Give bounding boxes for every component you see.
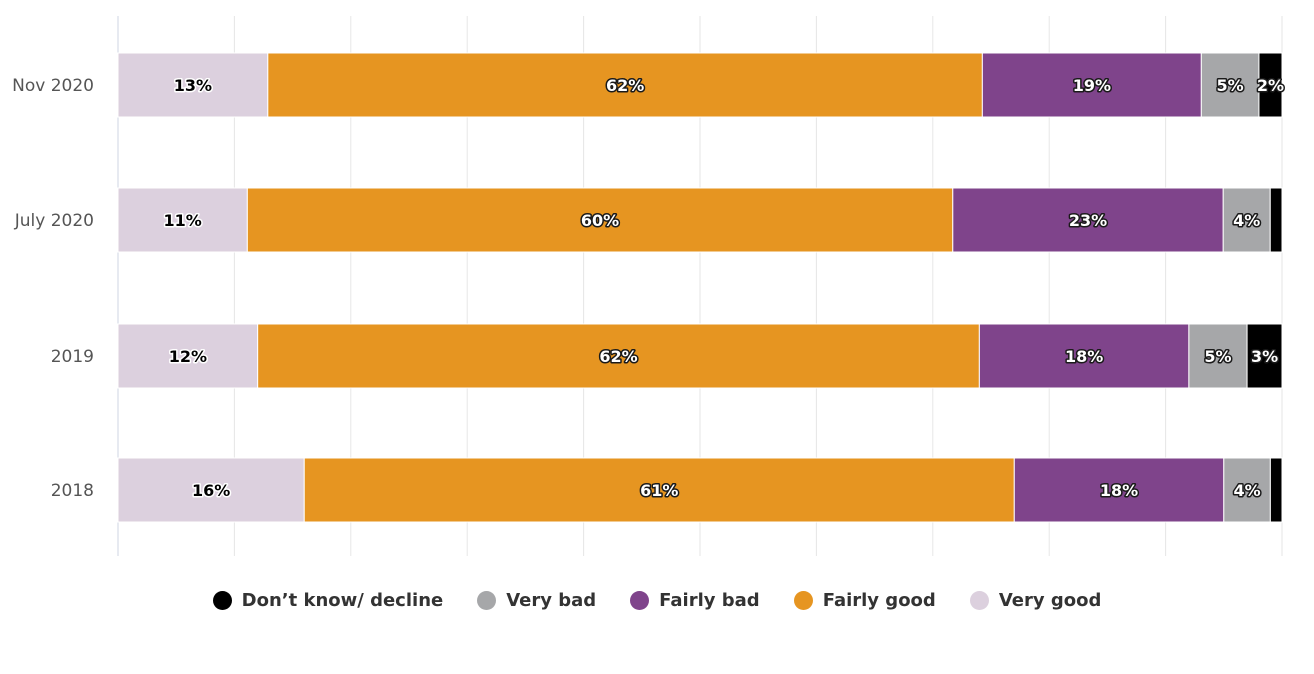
legend-label: Fairly good [822, 589, 936, 611]
legend: Don’t know/ decline Very bad Fairly bad Fai… [0, 585, 1314, 615]
data-label: 60% [581, 211, 619, 230]
category-label: 2018 [51, 481, 94, 501]
bar-segment [1223, 457, 1271, 523]
legend-swatch-icon [969, 590, 989, 610]
bar-segment [1246, 323, 1283, 389]
bar-segment [1222, 187, 1271, 253]
data-label: 3% [1251, 347, 1278, 366]
bar-segment [246, 187, 954, 253]
bar-segment [1269, 187, 1283, 253]
bar-segment [952, 187, 1224, 253]
bar-segment [267, 52, 983, 118]
bar-segment [981, 52, 1202, 118]
legend-item[interactable]: Don’t know/ decline [212, 589, 444, 611]
legend-item[interactable]: Very good [969, 589, 1102, 611]
data-label: 19% [1073, 76, 1111, 95]
data-label: 2% [1257, 76, 1284, 95]
data-labels: 13% 62% 19% 5% 2% 11% 60% 23% 4% 12% 62% 18% 5% 3% 16%… [162, 75, 1286, 502]
bar-segment [1258, 52, 1283, 118]
bar-segment [1013, 457, 1225, 523]
legend-label: Very good [998, 589, 1102, 611]
data-label: 23% [1069, 211, 1107, 230]
category-axis-labels: Nov 2020 July 2020 2019 2018 [12, 76, 94, 501]
legend-item[interactable]: Fairly good [793, 589, 936, 611]
data-label: 4% [1233, 211, 1260, 230]
data-label: 12% [169, 347, 207, 366]
bar-segment [257, 323, 980, 389]
legend-swatch-icon [212, 590, 232, 610]
data-label: 4% [1233, 481, 1260, 500]
legend-swatch-icon [793, 590, 813, 610]
data-label: 61% [640, 481, 678, 500]
data-label: 62% [599, 347, 637, 366]
data-label: 5% [1204, 347, 1231, 366]
data-label: 5% [1217, 76, 1244, 95]
bars [117, 52, 1283, 523]
bar-segment [117, 187, 248, 253]
category-label: July 2020 [14, 211, 94, 231]
category-label: 2019 [51, 347, 94, 367]
data-label: 18% [1100, 481, 1138, 500]
bar-segment [1188, 323, 1248, 389]
legend-swatch-icon [630, 590, 650, 610]
data-label: 16% [192, 481, 230, 500]
data-label: 13% [174, 76, 212, 95]
bar-segment [1200, 52, 1260, 118]
bar-segment [117, 323, 259, 389]
bar-segment [978, 323, 1190, 389]
legend-item[interactable]: Very bad [477, 590, 596, 611]
legend-label: Fairly bad [659, 589, 760, 611]
bar-segment [117, 52, 269, 118]
category-label: Nov 2020 [12, 76, 94, 96]
legend-label: Very bad [506, 589, 597, 611]
data-label: 62% [606, 76, 644, 95]
legend-swatch-icon [477, 590, 497, 610]
bar-segment [303, 457, 1015, 523]
data-label: 11% [164, 211, 202, 230]
legend-label: Don’t know/ decline [241, 589, 444, 611]
bar-segment [117, 457, 305, 523]
data-label: 18% [1065, 347, 1103, 366]
bar-segment [1269, 457, 1283, 523]
legend-item[interactable]: Fairly bad [630, 590, 760, 611]
